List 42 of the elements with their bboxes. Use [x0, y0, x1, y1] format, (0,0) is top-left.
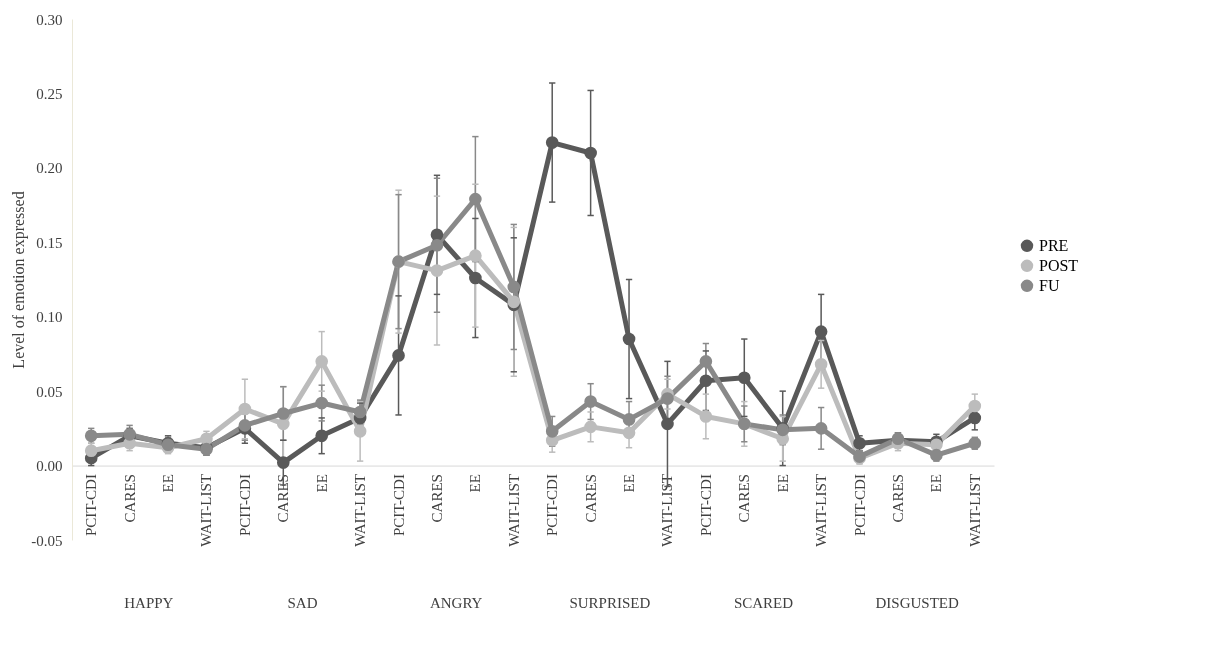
y-tick-label: 0.05	[36, 383, 63, 400]
x-tick-label: WAIT-LIST	[198, 474, 215, 547]
x-tick-label: PCIT-CDI	[697, 474, 714, 537]
y-tick-label: -0.05	[31, 532, 63, 549]
x-tick-label: PCIT-CDI	[83, 474, 100, 537]
x-tick-label: WAIT-LIST	[966, 474, 983, 547]
x-tick-label: CARES	[428, 474, 445, 523]
x-tick-label: CARES	[889, 474, 906, 523]
y-tick-label: 0.15	[36, 234, 63, 251]
legend-label: POST	[1039, 256, 1079, 274]
y-axis-title: Level of emotion expressed	[10, 191, 29, 369]
text: ANGRY	[429, 595, 483, 611]
x-tick-label: WAIT-LIST	[659, 474, 676, 547]
x-tick-label: PCIT-CDI	[236, 474, 253, 537]
x-tick-label: CARES	[736, 474, 753, 523]
text: HAPPY	[124, 595, 174, 611]
x-tick-label: EE	[160, 474, 177, 493]
x-tick-label: CARES	[121, 474, 138, 523]
text: SAD	[287, 595, 318, 611]
x-tick-label: WAIT-LIST	[352, 474, 369, 547]
x-tick-label: EE	[467, 474, 484, 493]
x-tick-label: WAIT-LIST	[813, 474, 830, 547]
y-tick-label: 0.20	[36, 160, 63, 177]
x-tick-label: PCIT-CDI	[544, 474, 561, 537]
text: SURPRISED	[569, 595, 651, 611]
text: DISGUSTED	[875, 595, 959, 611]
text: SCARED	[733, 595, 794, 611]
x-tick-label: PCIT-CDI	[390, 474, 407, 537]
legend-label: PRE	[1039, 236, 1069, 254]
x-tick-label: EE	[774, 474, 791, 493]
y-tick-label: 0.30	[36, 11, 63, 28]
legend-label: FU	[1039, 276, 1060, 294]
x-tick-label: EE	[621, 474, 638, 493]
x-tick-label: EE	[313, 474, 330, 493]
y-tick-label: 0.25	[36, 85, 63, 102]
y-tick-label: 0.00	[36, 458, 63, 475]
y-tick-label: 0.10	[36, 309, 63, 326]
x-tick-label: PCIT-CDI	[851, 474, 868, 537]
x-tick-label: WAIT-LIST	[505, 474, 522, 547]
x-tick-label: EE	[928, 474, 945, 493]
x-tick-label: CARES	[275, 474, 292, 523]
x-tick-label: CARES	[582, 474, 599, 523]
